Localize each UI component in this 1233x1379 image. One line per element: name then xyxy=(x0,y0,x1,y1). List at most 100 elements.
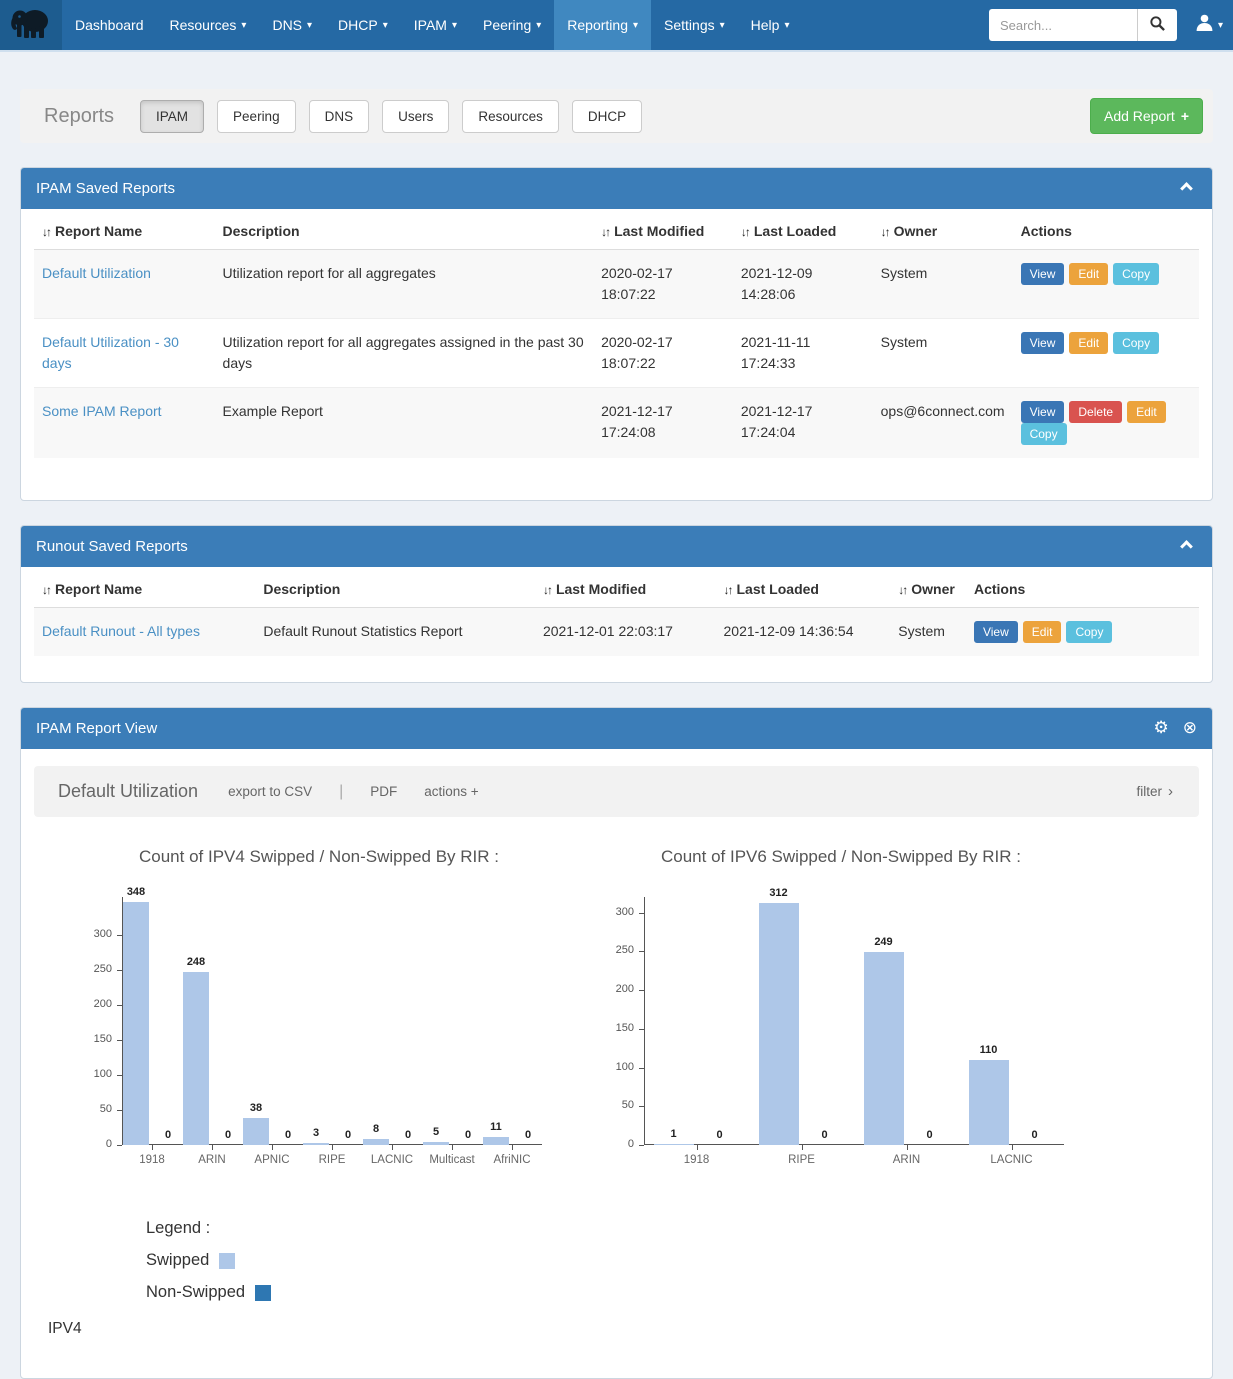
table-row: Default Runout - All typesDefault Runout… xyxy=(34,608,1199,657)
tab-dhcp[interactable]: DHCP xyxy=(572,100,642,133)
column-header-last-modified[interactable]: ↓↑Last Modified xyxy=(535,569,716,608)
view-button[interactable]: View xyxy=(1021,401,1065,423)
collapse-chevron-up-icon[interactable] xyxy=(1180,182,1193,195)
collapse-chevron-up-icon[interactable] xyxy=(1180,540,1193,553)
toolbar-link-export-to-csv[interactable]: export to CSV xyxy=(228,784,312,799)
app-logo[interactable] xyxy=(0,0,62,50)
copy-button[interactable]: Copy xyxy=(1021,423,1067,445)
loaded-cell: 2021-11-11 17:24:33 xyxy=(733,319,873,388)
report-name-link[interactable]: Some IPAM Report xyxy=(42,403,162,419)
nav-item-ipam[interactable]: IPAM▾ xyxy=(401,0,470,50)
modified-cell: 2021-12-17 17:24:08 xyxy=(593,388,733,459)
close-circle-icon[interactable]: ⊗ xyxy=(1183,720,1197,737)
y-tick-mark xyxy=(117,1005,122,1006)
y-tick-mark xyxy=(639,1145,644,1146)
column-header-last-modified[interactable]: ↓↑Last Modified xyxy=(593,211,733,250)
gear-icon[interactable]: ⚙ xyxy=(1154,720,1169,737)
edit-button[interactable]: Edit xyxy=(1023,621,1062,643)
edit-button[interactable]: Edit xyxy=(1069,332,1108,354)
tab-peering[interactable]: Peering xyxy=(217,100,296,133)
tab-dns[interactable]: DNS xyxy=(309,100,370,133)
report-name-cell: Default Utilization xyxy=(34,250,215,319)
toolbar-link-actions[interactable]: actions + xyxy=(424,784,478,799)
nav-item-label: Dashboard xyxy=(75,17,144,33)
nav-item-dashboard[interactable]: Dashboard xyxy=(62,0,157,50)
legend-item: Non-Swipped xyxy=(146,1283,1199,1302)
nav-item-settings[interactable]: Settings ▾ xyxy=(651,0,738,50)
column-header-description: Description xyxy=(255,569,535,608)
ipv4-section-label: IPV4 xyxy=(48,1320,1199,1338)
bar-swipped xyxy=(864,952,904,1145)
nav-item-reporting[interactable]: Reporting▾ xyxy=(554,0,651,50)
edit-button[interactable]: Edit xyxy=(1069,263,1108,285)
view-button[interactable]: View xyxy=(974,621,1018,643)
column-header-report-name[interactable]: ↓↑Report Name xyxy=(34,569,255,608)
search-button[interactable] xyxy=(1137,9,1177,41)
page-title: Reports xyxy=(44,105,114,128)
bar-value-label: 248 xyxy=(173,956,219,968)
nav-item-peering[interactable]: Peering▾ xyxy=(470,0,554,50)
column-header-owner[interactable]: ↓↑Owner xyxy=(890,569,966,608)
column-header-report-name[interactable]: ↓↑Report Name xyxy=(34,211,215,250)
copy-button[interactable]: Copy xyxy=(1113,263,1159,285)
caret-down-icon: ▾ xyxy=(633,20,638,31)
nav-item-resources[interactable]: Resources▾ xyxy=(157,0,260,50)
bar-value-label: 110 xyxy=(959,1044,1019,1056)
view-button[interactable]: View xyxy=(1021,263,1065,285)
report-name: Default Utilization xyxy=(58,781,198,802)
tab-ipam[interactable]: IPAM xyxy=(140,100,204,133)
caret-down-icon: ▾ xyxy=(720,20,725,31)
column-header-owner[interactable]: ↓↑Owner xyxy=(873,211,1013,250)
column-header-last-loaded[interactable]: ↓↑Last Loaded xyxy=(716,569,891,608)
toolbar-divider: | xyxy=(339,783,343,801)
bar-swipped xyxy=(123,902,149,1145)
nav-item-dns[interactable]: DNS▾ xyxy=(259,0,325,50)
tab-resources[interactable]: Resources xyxy=(462,100,559,133)
ipam-saved-reports-table: ↓↑Report NameDescription↓↑Last Modified↓… xyxy=(34,211,1199,458)
bar-chart: Count of IPV4 Swipped / Non-Swipped By R… xyxy=(76,847,562,1175)
y-tick-label: 50 xyxy=(598,1099,634,1111)
report-name-link[interactable]: Default Runout - All types xyxy=(42,623,200,639)
bar-value-label: 0 xyxy=(900,1129,960,1141)
bar-swipped xyxy=(303,1143,329,1145)
nav-item-dhcp[interactable]: DHCP▾ xyxy=(325,0,401,50)
column-header-label: Last Loaded xyxy=(754,223,836,239)
legend-title: Legend : xyxy=(146,1219,1199,1238)
delete-button[interactable]: Delete xyxy=(1069,401,1122,423)
edit-button[interactable]: Edit xyxy=(1127,401,1166,423)
tab-users[interactable]: Users xyxy=(382,100,449,133)
table-header-row: ↓↑Report NameDescription↓↑Last Modified↓… xyxy=(34,211,1199,250)
report-name-link[interactable]: Default Utilization - 30 days xyxy=(42,334,179,371)
column-header-actions: Actions xyxy=(1013,211,1199,250)
column-header-last-loaded[interactable]: ↓↑Last Loaded xyxy=(733,211,873,250)
x-tick-mark xyxy=(152,1145,153,1150)
toolbar-link-pdf[interactable]: PDF xyxy=(370,784,397,799)
chevron-right-icon: › xyxy=(1168,783,1173,800)
nav-item-label: Settings xyxy=(664,17,715,33)
user-menu[interactable]: ▾ xyxy=(1195,13,1223,37)
y-tick-mark xyxy=(117,935,122,936)
copy-button[interactable]: Copy xyxy=(1066,621,1112,643)
y-tick-label: 250 xyxy=(598,944,634,956)
search-input[interactable] xyxy=(989,9,1137,41)
sort-icon: ↓↑ xyxy=(601,225,609,239)
view-button[interactable]: View xyxy=(1021,332,1065,354)
filter-toggle[interactable]: filter› xyxy=(1136,783,1173,800)
bar-value-label: 0 xyxy=(690,1129,750,1141)
copy-button[interactable]: Copy xyxy=(1113,332,1159,354)
caret-down-icon: ▾ xyxy=(536,20,541,31)
loaded-cell: 2021-12-17 17:24:04 xyxy=(733,388,873,459)
bar-value-label: 249 xyxy=(854,936,914,948)
description-cell: Example Report xyxy=(215,388,594,459)
nav-item-help[interactable]: Help▾ xyxy=(738,0,803,50)
legend-swatch-non-swipped xyxy=(255,1285,271,1301)
add-report-button[interactable]: Add Report+ xyxy=(1090,98,1203,134)
modified-cell: 2020-02-17 18:07:22 xyxy=(593,319,733,388)
y-tick-mark xyxy=(639,913,644,914)
x-tick-mark xyxy=(212,1145,213,1150)
actions-cell: ViewEditCopy xyxy=(1013,250,1199,319)
sort-icon: ↓↑ xyxy=(724,583,732,597)
y-tick-label: 200 xyxy=(76,998,112,1010)
report-name-link[interactable]: Default Utilization xyxy=(42,265,151,281)
x-tick-mark xyxy=(512,1145,513,1150)
